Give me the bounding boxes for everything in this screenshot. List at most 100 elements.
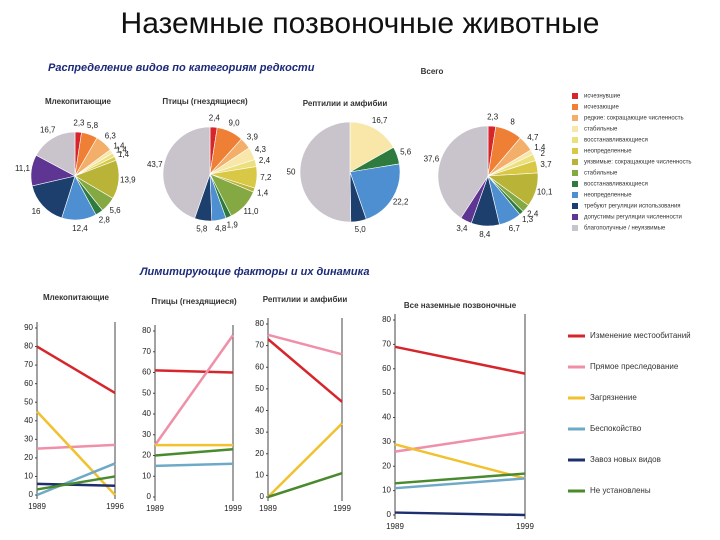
chart-title: Всего [421, 67, 444, 76]
x-tick-label: 1999 [224, 504, 242, 513]
slice-label: 10,1 [537, 188, 553, 197]
series-line [154, 462, 234, 468]
legend-swatch [572, 115, 578, 121]
y-tick-label: 40 [382, 413, 391, 422]
y-tick-label: 60 [255, 362, 264, 371]
pie-slice [35, 131, 76, 177]
series-line [267, 338, 343, 403]
y-tick-label: 70 [24, 360, 33, 369]
series-line [267, 422, 343, 498]
legend-label: неопределенные [584, 149, 632, 155]
pie-slice [299, 121, 352, 223]
y-tick-label: 80 [24, 342, 33, 351]
y-tick-label: 60 [142, 368, 151, 377]
slice-label: 2,8 [99, 215, 111, 224]
series-line [267, 472, 343, 499]
slice-label: 5,6 [110, 206, 122, 215]
slice-label: 4,7 [527, 133, 539, 142]
legend-swatch [572, 192, 578, 198]
slice-label: 5,0 [355, 225, 367, 234]
pie-slice [162, 126, 211, 219]
legend-label: требуют регуляции использования [584, 204, 681, 210]
slice-label: 3,7 [540, 160, 552, 169]
section-title: Лимитирующие факторы и их динамика [139, 266, 369, 278]
x-tick-label: 1989 [28, 502, 46, 511]
slice-label: 2 [541, 149, 546, 158]
y-tick-label: 80 [255, 319, 264, 328]
y-tick-label: 70 [255, 341, 264, 350]
slice-label: 2,4 [259, 156, 271, 165]
pie-slice [349, 121, 394, 173]
series-line [394, 443, 526, 480]
page-title: Наземные позвоночные животные [121, 7, 600, 40]
pie-slice [437, 125, 489, 219]
slice-label: 2,4 [527, 210, 539, 219]
slice-label: 12,4 [72, 224, 88, 233]
y-tick-label: 20 [255, 449, 264, 458]
legend-swatch [572, 181, 578, 187]
y-tick-label: 40 [24, 416, 33, 425]
y-tick-label: 10 [382, 486, 391, 495]
slice-label: 9,0 [228, 119, 240, 128]
series-line [394, 511, 526, 517]
slice-label: 1,4 [116, 146, 128, 155]
y-tick-label: 0 [147, 492, 152, 501]
series-line [154, 448, 234, 457]
x-tick-label: 1989 [259, 504, 277, 513]
slice-label: 11,0 [244, 207, 260, 216]
y-tick-label: 10 [142, 471, 151, 480]
slice-label: 1,4 [534, 143, 546, 152]
y-tick-label: 30 [142, 430, 151, 439]
y-tick-label: 90 [24, 323, 33, 332]
slice-label: 50 [287, 168, 296, 177]
x-tick-label: 1989 [146, 504, 164, 513]
y-tick-label: 70 [382, 339, 391, 348]
x-tick-label: 1996 [106, 502, 124, 511]
chart-title: Птицы (гнездящиеся) [162, 97, 248, 106]
y-tick-label: 20 [24, 453, 33, 462]
legend-label: восстанавливающиеся [584, 182, 648, 188]
legend-label: Не установлены [590, 486, 651, 495]
slice-label: 2,3 [73, 118, 85, 127]
legend-label: исчезнувшие [584, 94, 621, 100]
slice-label: 5,8 [87, 121, 99, 130]
y-tick-label: 40 [255, 406, 264, 415]
y-tick-label: 30 [382, 437, 391, 446]
y-tick-label: 40 [142, 409, 151, 418]
slice-label: 16,7 [372, 116, 388, 125]
chart-title: Птицы (гнездящиеся) [151, 297, 237, 306]
legend-label: неопределенные [584, 193, 632, 199]
legend-label: Беспокойство [590, 424, 642, 433]
series-line [267, 333, 343, 356]
slice-label: 3,9 [247, 132, 259, 141]
legend-swatch [572, 148, 578, 154]
slice-label: 4,3 [255, 145, 267, 154]
series-line [36, 475, 116, 491]
legend-label: Загрязнение [590, 393, 637, 402]
slice-label: 43,7 [147, 160, 163, 169]
series-line [36, 345, 116, 395]
legend-swatch [572, 170, 578, 176]
series-line [394, 345, 526, 375]
slice-label: 5,6 [400, 147, 412, 156]
slice-label: 7,2 [260, 173, 272, 182]
y-tick-label: 0 [29, 490, 34, 499]
slice-label: 13,9 [120, 175, 136, 184]
slice-label: 1,4 [113, 141, 125, 150]
slice-label: 2,3 [487, 112, 499, 121]
series-line [36, 443, 116, 450]
slice-label: 37,6 [424, 154, 440, 163]
slice-label: 16,7 [40, 126, 56, 135]
y-tick-label: 80 [382, 315, 391, 324]
legend-label: благополучные / неуязвимые [584, 226, 666, 232]
series-line [36, 462, 116, 497]
chart-title: Млекопитающие [45, 97, 111, 106]
y-tick-label: 50 [255, 384, 264, 393]
series-line [153, 334, 235, 446]
x-tick-label: 1989 [386, 522, 404, 531]
legend-label: редкие: сокращающие численность [584, 116, 684, 122]
series-line [394, 477, 526, 490]
chart-title: Рептилии и амфибии [263, 295, 348, 304]
slice-label: 1,3 [522, 215, 534, 224]
